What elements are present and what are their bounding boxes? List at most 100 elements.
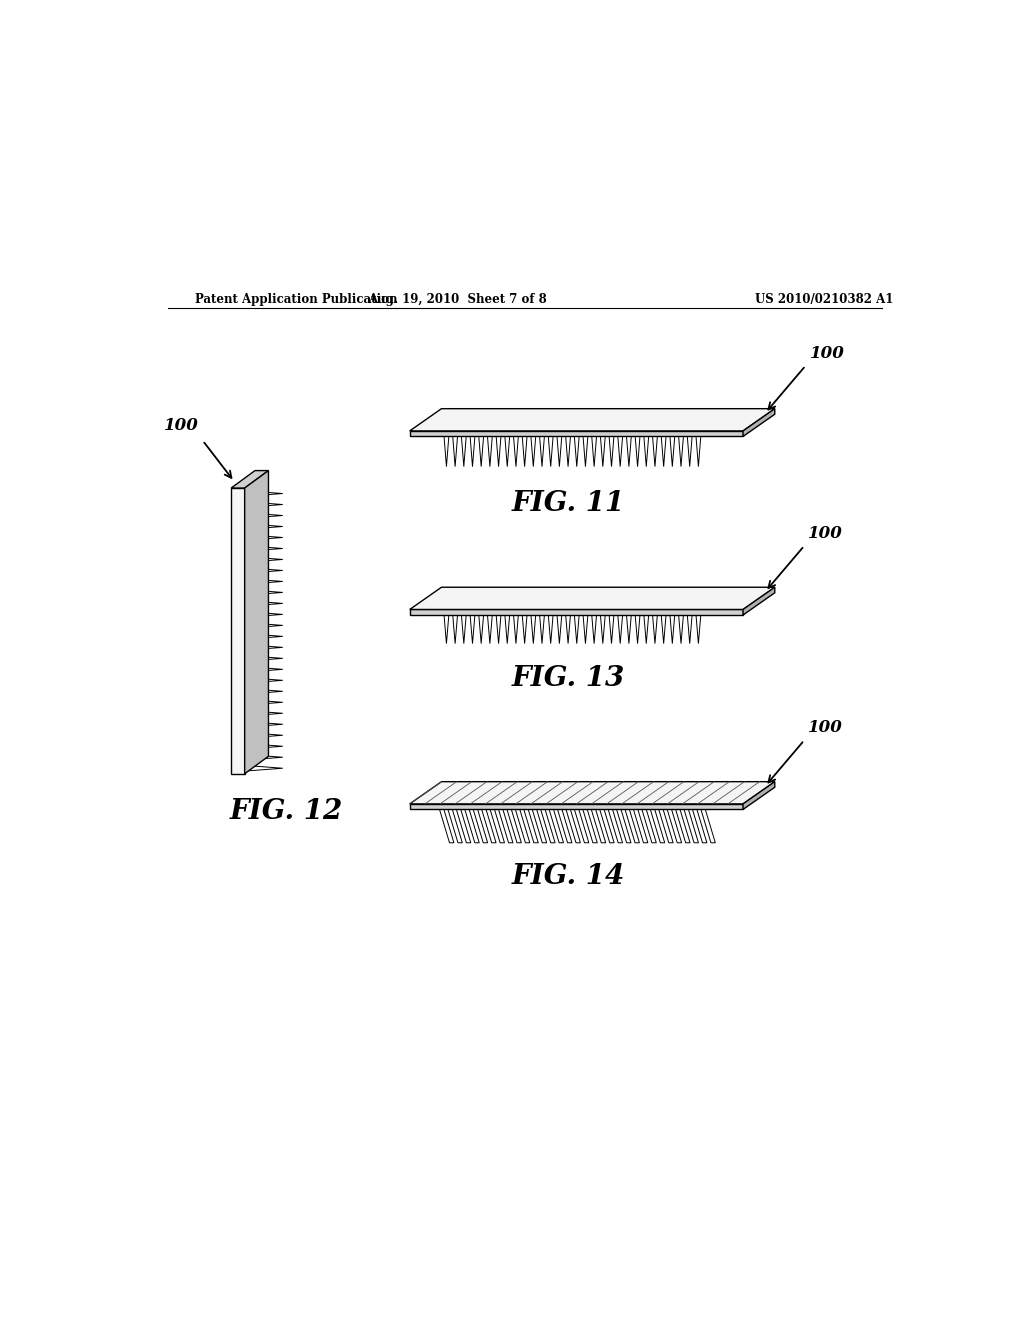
Polygon shape (692, 809, 707, 842)
Text: US 2010/0210382 A1: US 2010/0210382 A1 (755, 293, 893, 306)
Polygon shape (557, 615, 562, 644)
Polygon shape (473, 809, 487, 842)
Polygon shape (644, 437, 648, 466)
Polygon shape (652, 437, 657, 466)
Polygon shape (583, 615, 588, 644)
Polygon shape (490, 809, 505, 842)
Polygon shape (245, 502, 283, 507)
Polygon shape (470, 437, 475, 466)
Polygon shape (583, 809, 597, 842)
Polygon shape (245, 743, 283, 750)
Polygon shape (652, 615, 657, 644)
Polygon shape (470, 615, 475, 644)
Polygon shape (548, 615, 553, 644)
Polygon shape (670, 615, 675, 644)
Polygon shape (245, 667, 283, 672)
Polygon shape (245, 611, 283, 618)
Polygon shape (574, 809, 589, 842)
Polygon shape (497, 437, 501, 466)
Polygon shape (453, 615, 458, 644)
Polygon shape (600, 615, 605, 644)
Polygon shape (505, 615, 510, 644)
Polygon shape (743, 781, 775, 809)
Polygon shape (530, 615, 536, 644)
Polygon shape (574, 615, 580, 644)
Polygon shape (245, 677, 283, 684)
Polygon shape (245, 568, 283, 573)
Polygon shape (565, 437, 570, 466)
Text: Patent Application Publication: Patent Application Publication (196, 293, 398, 306)
Polygon shape (410, 804, 743, 809)
Polygon shape (650, 809, 665, 842)
Polygon shape (616, 809, 631, 842)
Polygon shape (644, 615, 648, 644)
Polygon shape (410, 610, 743, 615)
Polygon shape (684, 809, 698, 842)
Polygon shape (627, 437, 631, 466)
Polygon shape (679, 615, 683, 644)
Polygon shape (507, 809, 521, 842)
Polygon shape (245, 700, 283, 705)
Polygon shape (676, 809, 690, 842)
Polygon shape (617, 615, 623, 644)
Polygon shape (743, 409, 775, 437)
Polygon shape (668, 809, 682, 842)
Polygon shape (635, 437, 640, 466)
Polygon shape (574, 437, 580, 466)
Polygon shape (642, 809, 656, 842)
Polygon shape (245, 623, 283, 628)
Polygon shape (540, 615, 545, 644)
Polygon shape (479, 615, 483, 644)
Polygon shape (245, 512, 283, 519)
Polygon shape (662, 615, 666, 644)
Polygon shape (566, 809, 581, 842)
Polygon shape (479, 437, 483, 466)
Polygon shape (457, 809, 471, 842)
Polygon shape (592, 437, 597, 466)
Polygon shape (600, 437, 605, 466)
Polygon shape (410, 587, 775, 610)
Polygon shape (245, 545, 283, 552)
Polygon shape (696, 437, 700, 466)
Polygon shape (245, 656, 283, 661)
Polygon shape (410, 430, 743, 437)
Text: FIG. 13: FIG. 13 (512, 665, 625, 692)
Polygon shape (505, 437, 510, 466)
Polygon shape (481, 809, 496, 842)
Polygon shape (231, 471, 268, 488)
Polygon shape (627, 615, 631, 644)
Polygon shape (245, 766, 283, 771)
Polygon shape (701, 809, 716, 842)
Polygon shape (687, 437, 692, 466)
Polygon shape (410, 409, 775, 430)
Polygon shape (617, 437, 623, 466)
Polygon shape (530, 437, 536, 466)
Polygon shape (447, 809, 462, 842)
Polygon shape (245, 590, 283, 595)
Polygon shape (540, 437, 545, 466)
Polygon shape (679, 437, 683, 466)
Text: 100: 100 (810, 345, 845, 362)
Polygon shape (439, 809, 454, 842)
Polygon shape (462, 437, 466, 466)
Polygon shape (497, 615, 501, 644)
Polygon shape (245, 557, 283, 562)
Polygon shape (499, 809, 513, 842)
Polygon shape (591, 809, 605, 842)
Polygon shape (514, 437, 518, 466)
Polygon shape (532, 809, 547, 842)
Polygon shape (609, 615, 614, 644)
Text: Aug. 19, 2010  Sheet 7 of 8: Aug. 19, 2010 Sheet 7 of 8 (368, 293, 547, 306)
Polygon shape (625, 809, 639, 842)
Polygon shape (565, 615, 570, 644)
Polygon shape (662, 437, 666, 466)
Polygon shape (245, 689, 283, 694)
Text: 100: 100 (808, 719, 843, 737)
Polygon shape (524, 809, 539, 842)
Polygon shape (522, 615, 527, 644)
Polygon shape (231, 488, 245, 774)
Polygon shape (592, 615, 597, 644)
Polygon shape (444, 437, 449, 466)
Polygon shape (557, 437, 562, 466)
Polygon shape (245, 491, 283, 496)
